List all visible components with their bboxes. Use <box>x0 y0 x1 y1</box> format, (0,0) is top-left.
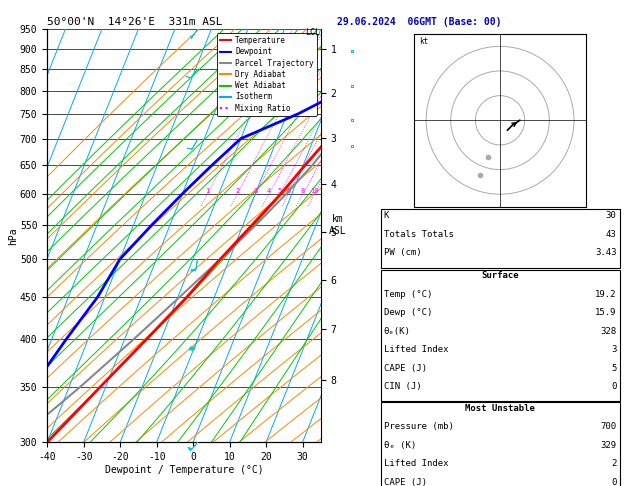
Text: 10: 10 <box>310 188 319 194</box>
Text: 19.2: 19.2 <box>595 290 616 299</box>
Text: CAPE (J): CAPE (J) <box>384 364 426 373</box>
Text: 6: 6 <box>286 188 291 194</box>
Text: CAPE (J): CAPE (J) <box>384 478 426 486</box>
Text: LCL: LCL <box>304 29 320 37</box>
Text: Totals Totals: Totals Totals <box>384 230 454 239</box>
Text: 43: 43 <box>606 230 616 239</box>
Text: 2: 2 <box>611 459 616 469</box>
Text: Surface: Surface <box>481 271 519 280</box>
Legend: Temperature, Dewpoint, Parcel Trajectory, Dry Adiabat, Wet Adiabat, Isotherm, Mi: Temperature, Dewpoint, Parcel Trajectory… <box>217 33 317 116</box>
Text: 3.43: 3.43 <box>595 248 616 258</box>
Text: Temp (°C): Temp (°C) <box>384 290 432 299</box>
Text: θₑ(K): θₑ(K) <box>384 327 411 336</box>
Text: 50°00'N  14°26'E  331m ASL: 50°00'N 14°26'E 331m ASL <box>47 17 223 27</box>
Text: 2: 2 <box>235 188 240 194</box>
Text: 0: 0 <box>611 478 616 486</box>
Text: Dewp (°C): Dewp (°C) <box>384 308 432 317</box>
Text: 30: 30 <box>606 211 616 221</box>
Y-axis label: km
ASL: km ASL <box>329 214 347 236</box>
Y-axis label: hPa: hPa <box>8 227 18 244</box>
Text: 15.9: 15.9 <box>595 308 616 317</box>
Text: 4: 4 <box>267 188 271 194</box>
Text: CIN (J): CIN (J) <box>384 382 421 391</box>
Text: 8: 8 <box>301 188 305 194</box>
Text: K: K <box>384 211 389 221</box>
Text: kt: kt <box>419 37 428 46</box>
Text: 5: 5 <box>611 364 616 373</box>
Text: 29.06.2024  06GMT (Base: 00): 29.06.2024 06GMT (Base: 00) <box>337 17 501 27</box>
Text: 700: 700 <box>600 422 616 432</box>
Text: 5: 5 <box>277 188 282 194</box>
Text: Pressure (mb): Pressure (mb) <box>384 422 454 432</box>
Text: 3: 3 <box>253 188 258 194</box>
Text: Most Unstable: Most Unstable <box>465 404 535 413</box>
Text: 1: 1 <box>206 188 210 194</box>
Text: θₑ (K): θₑ (K) <box>384 441 416 450</box>
Text: 329: 329 <box>600 441 616 450</box>
Text: Lifted Index: Lifted Index <box>384 459 448 469</box>
Text: 328: 328 <box>600 327 616 336</box>
Text: 0: 0 <box>611 382 616 391</box>
Text: PW (cm): PW (cm) <box>384 248 421 258</box>
Text: Lifted Index: Lifted Index <box>384 345 448 354</box>
X-axis label: Dewpoint / Temperature (°C): Dewpoint / Temperature (°C) <box>104 465 264 475</box>
Text: 3: 3 <box>611 345 616 354</box>
